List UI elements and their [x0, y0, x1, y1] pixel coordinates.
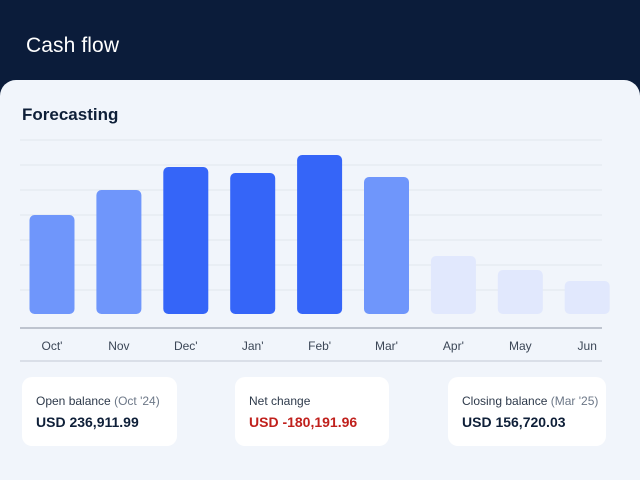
- chart-tick-label: Nov: [108, 339, 129, 353]
- open-balance-card: Open balance (Oct '24) USD 236,911.99: [22, 377, 177, 446]
- chart-bar[interactable]: [29, 215, 75, 314]
- chart-tick-label: Jan': [242, 339, 264, 353]
- chart-bar[interactable]: [364, 177, 409, 314]
- net-change-card: Net change USD -180,191.96: [235, 377, 389, 446]
- chart-tick-label: May: [509, 339, 532, 353]
- forecasting-panel: Forecasting Oct' Nov Dec' Jan' Feb' Mar' Apr' M…: [0, 80, 640, 480]
- page-title: Cash flow: [26, 34, 120, 57]
- chart-tick-label: Oct': [42, 339, 63, 353]
- panel-title: Forecasting: [22, 105, 119, 124]
- closing-balance-card: Closing balance (Mar '25) USD 156,720.03: [448, 377, 606, 446]
- header-bar: Cash flow: [0, 0, 640, 90]
- chart-tick-label: Jun: [578, 339, 597, 353]
- forecast-bar-chart: Oct' Nov Dec' Jan' Feb' Mar' Apr' May Jun: [20, 139, 610, 362]
- open-balance-value: USD 236,911.99: [36, 414, 139, 430]
- closing-balance-value: USD 156,720.03: [462, 414, 566, 430]
- chart-bar[interactable]: [564, 281, 610, 314]
- net-change-label: Net change: [249, 394, 310, 408]
- net-change-value: USD -180,191.96: [249, 414, 358, 430]
- open-balance-label: Open balance (Oct '24): [36, 394, 160, 408]
- closing-balance-label: Closing balance (Mar '25): [462, 394, 598, 408]
- chart-tick-label: Mar': [375, 339, 398, 353]
- chart-bar[interactable]: [497, 270, 543, 314]
- chart-tick-label: Apr': [443, 339, 464, 353]
- chart-bar[interactable]: [163, 167, 209, 314]
- closing-balance-period: (Mar '25): [550, 394, 599, 408]
- chart-bar[interactable]: [230, 173, 276, 314]
- chart-month-labels: Oct' Nov Dec' Jan' Feb' Mar' Apr' May Jun: [42, 339, 597, 353]
- chart-tick-label: Feb': [308, 339, 331, 353]
- open-balance-period: (Oct '24): [114, 394, 160, 408]
- chart-tick-label: Dec': [174, 339, 198, 353]
- closing-balance-title: Closing balance: [462, 394, 548, 408]
- chart-bar[interactable]: [297, 155, 343, 314]
- open-balance-title: Open balance: [36, 394, 111, 408]
- chart-bars: [29, 155, 610, 314]
- chart-bar[interactable]: [430, 256, 476, 314]
- chart-bar[interactable]: [96, 190, 142, 314]
- net-change-title: Net change: [249, 394, 311, 408]
